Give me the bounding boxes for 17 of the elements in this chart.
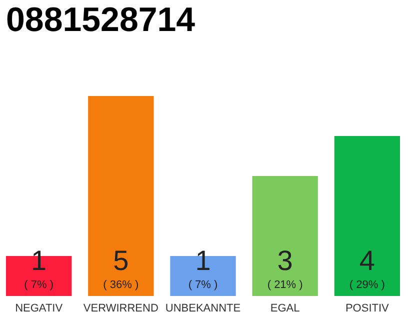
x-tick-label: EGAL	[270, 302, 300, 314]
annotation: ( 21% )	[267, 279, 303, 291]
chart-title: 0881528714	[6, 1, 196, 39]
annotation: ( 29% )	[349, 279, 385, 291]
bar	[334, 136, 400, 296]
annotation: ( 7% )	[24, 279, 54, 291]
x-tick-label: VERWIRREND	[83, 302, 158, 314]
annotation: ( 36% )	[103, 279, 139, 291]
bar	[88, 96, 154, 296]
x-tick-label: UNBEKANNTE	[165, 302, 241, 314]
data-label: 3	[277, 245, 293, 276]
x-tick-label: NEGATIV	[15, 302, 64, 314]
bar	[252, 176, 318, 296]
data-label: 4	[359, 245, 375, 276]
data-label: 5	[113, 245, 129, 276]
x-tick-label: POSITIV	[345, 302, 390, 314]
annotation: ( 7% )	[188, 279, 218, 291]
